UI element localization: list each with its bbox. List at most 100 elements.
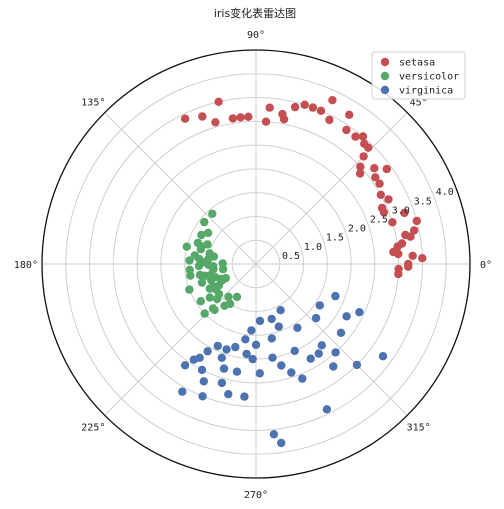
point-versicolor-21: [209, 265, 218, 274]
point-setasa-45: [228, 114, 238, 123]
point-setasa-19: [376, 190, 385, 199]
point-setasa-18: [384, 195, 393, 204]
series-versicolor: [182, 209, 242, 318]
point-setasa-11: [401, 230, 410, 240]
legend-label-versicolor: versicolor: [399, 72, 459, 83]
angle-tick-label-135: 135°: [81, 97, 105, 108]
r-tick-label-6: 3.5: [414, 196, 432, 207]
point-virginica-30: [287, 368, 296, 377]
point-virginica-29: [267, 314, 276, 324]
grid-spoke-3: [104, 112, 257, 265]
point-setasa-31: [342, 125, 351, 135]
point-setasa-30: [351, 132, 360, 141]
point-virginica-24: [269, 430, 279, 439]
point-versicolor-14: [185, 256, 194, 265]
series-setasa: [180, 96, 427, 279]
point-virginica-16: [241, 335, 250, 344]
point-virginica-27: [267, 334, 276, 343]
point-setasa-32: [345, 110, 354, 120]
point-setasa-26: [359, 152, 368, 161]
angle-tick-label-315: 315°: [407, 423, 431, 434]
point-setasa-3: [404, 259, 413, 269]
r-tick-label-0: 0.5: [282, 251, 300, 262]
point-virginica-15: [232, 367, 242, 376]
point-virginica-12: [217, 378, 227, 388]
point-virginica-26: [268, 353, 277, 362]
point-setasa-43: [244, 112, 253, 122]
point-versicolor-42: [212, 294, 222, 304]
r-tick-label-3: 2.0: [348, 224, 366, 235]
grid-spoke-1: [255, 112, 408, 265]
point-setasa-42: [261, 117, 271, 126]
point-virginica-23: [255, 316, 265, 326]
point-setasa-15: [400, 208, 409, 218]
legend-marker-virginica: [380, 85, 390, 95]
point-virginica-14: [224, 390, 233, 399]
point-setasa-34: [328, 96, 337, 105]
point-setasa-46: [214, 97, 223, 107]
point-virginica-10: [222, 345, 231, 354]
point-setasa-35: [316, 106, 326, 116]
point-versicolor-40: [205, 293, 214, 302]
point-virginica-11: [219, 364, 229, 373]
point-virginica-21: [251, 340, 261, 349]
angle-tick-label-270: 270°: [244, 490, 268, 501]
point-setasa-47: [211, 118, 220, 127]
point-virginica-39: [329, 362, 338, 371]
point-virginica-41: [331, 348, 340, 357]
point-setasa-48: [198, 112, 207, 121]
point-versicolor-46: [224, 292, 233, 301]
point-setasa-22: [382, 164, 391, 174]
point-versicolor-2: [203, 228, 213, 238]
grid-spoke-5: [104, 263, 257, 416]
point-virginica-25: [277, 438, 286, 448]
angle-tick-labels: 0° 45° 90° 135° 180° 225° 270° 315°: [14, 30, 492, 501]
point-versicolor-1: [200, 217, 209, 227]
point-setasa-37: [300, 100, 309, 110]
radial-tick-labels: 0.5 1.0 1.5 2.0 2.5 3.0 3.5 4.0: [282, 187, 454, 262]
point-virginica-2: [195, 353, 204, 362]
point-versicolor-31: [185, 285, 194, 294]
point-setasa-28: [360, 139, 369, 148]
legend-label-setasa: setasa: [399, 58, 435, 69]
point-virginica-17: [242, 349, 251, 359]
point-setasa-17: [377, 203, 387, 213]
point-versicolor-22: [218, 265, 228, 274]
point-virginica-36: [306, 354, 315, 363]
angle-tick-label-225: 225°: [81, 423, 105, 434]
point-versicolor-0: [208, 209, 217, 218]
point-setasa-4: [418, 254, 427, 263]
point-virginica-47: [342, 312, 351, 321]
legend-box: [371, 51, 466, 100]
angle-tick-label-180: 180°: [14, 260, 38, 271]
point-virginica-48: [355, 308, 364, 317]
point-virginica-8: [198, 392, 207, 401]
point-setasa-36: [308, 103, 318, 112]
point-setasa-24: [355, 169, 365, 178]
point-virginica-13: [231, 342, 240, 352]
point-virginica-34: [322, 405, 332, 414]
r-tick-label-5: 3.0: [392, 205, 410, 216]
point-virginica-33: [290, 346, 299, 356]
point-virginica-49: [331, 291, 340, 301]
point-versicolor-48: [225, 299, 235, 309]
point-virginica-31: [274, 322, 283, 331]
point-virginica-42: [352, 360, 362, 370]
legend: setasa versicolor virginica: [371, 51, 466, 100]
point-setasa-13: [412, 216, 421, 226]
point-setasa-38: [290, 102, 300, 112]
point-virginica-37: [293, 323, 302, 332]
point-virginica-4: [203, 347, 212, 356]
point-setasa-20: [375, 179, 384, 188]
point-virginica-0: [180, 361, 190, 370]
polar-frame: [41, 49, 471, 479]
angle-tick-label-0: 0°: [480, 260, 492, 271]
point-virginica-38: [314, 349, 323, 358]
r-tick-label-2: 1.5: [326, 233, 344, 244]
r-tick-label-7: 4.0: [436, 187, 454, 198]
r-tick-label-1: 1.0: [304, 242, 322, 253]
point-versicolor-39: [196, 297, 205, 306]
point-setasa-25: [356, 162, 365, 171]
data-points: [178, 96, 427, 448]
point-virginica-5: [197, 365, 207, 375]
